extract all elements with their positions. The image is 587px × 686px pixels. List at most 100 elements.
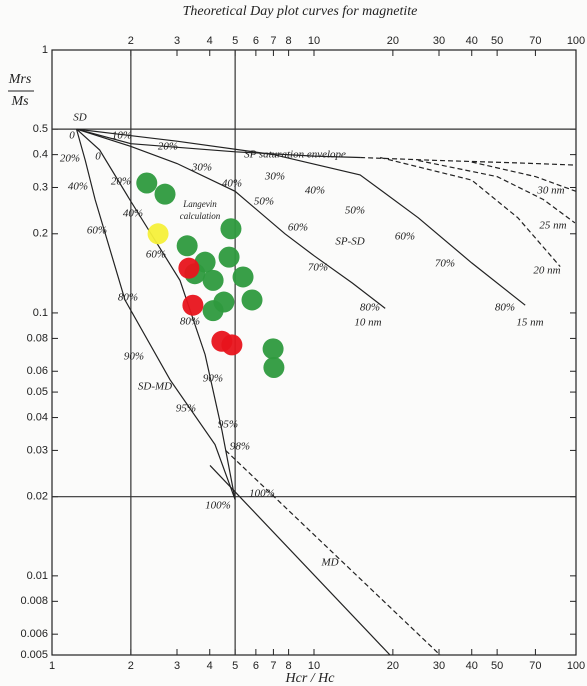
annotation: SD-MD — [138, 381, 172, 393]
theory-curve — [76, 128, 236, 500]
data-point — [182, 294, 204, 316]
x-tick-label: 100 — [567, 660, 585, 672]
curve-label: 25 nm — [539, 220, 566, 232]
annotation: 80% — [360, 302, 380, 314]
theory-curve — [75, 128, 236, 500]
data-point — [241, 289, 263, 311]
annotation: 40% — [123, 208, 143, 220]
annotation: 98% — [230, 441, 250, 453]
chart-title: Theoretical Day plot curves for magnetit… — [183, 4, 418, 19]
annotation: 90% — [203, 373, 223, 385]
y-tick-label: 0.4 — [33, 149, 48, 161]
data-point — [176, 235, 198, 257]
x-tick-label: 7 — [270, 660, 276, 672]
theory-curve — [76, 128, 526, 306]
x-tick-label: 5 — [232, 660, 238, 672]
x-tick-label-top: 5 — [232, 35, 238, 47]
y-tick-label: 0.5 — [33, 123, 48, 135]
annotation: 80% — [180, 316, 200, 328]
x-tick-label-top: 10 — [308, 35, 320, 47]
y-tick-label: 0.008 — [20, 595, 48, 607]
curve-label: 20 nm — [533, 265, 560, 277]
y-tick-label: 0.04 — [27, 411, 48, 423]
y-tick-label: 0.03 — [27, 444, 48, 456]
x-tick-label-top: 30 — [433, 35, 445, 47]
annotation: 20% — [111, 176, 131, 188]
curve-label: 30 nm — [536, 185, 564, 197]
y-label-bottom: Ms — [10, 94, 29, 109]
data-point — [202, 300, 224, 322]
annotation: 40% — [68, 181, 88, 193]
x-tick-label-top: 100 — [567, 35, 585, 47]
y-tick-label: 0.05 — [27, 386, 48, 398]
annotation: 20% — [60, 153, 80, 165]
x-tick-label: 50 — [491, 660, 503, 672]
x-tick-label: 10 — [308, 660, 320, 672]
annotation: SP-SD — [335, 236, 364, 248]
x-tick-label: 1 — [49, 660, 55, 672]
x-tick-label: 70 — [529, 660, 541, 672]
theory-curve — [76, 128, 361, 159]
annotation: SD — [73, 112, 87, 124]
x-tick-label: 2 — [128, 660, 134, 672]
y-tick-label: 0.08 — [27, 332, 48, 344]
data-point — [147, 223, 169, 245]
curve-label: MD — [320, 557, 338, 569]
data-point — [220, 218, 242, 240]
y-tick-label: 0.1 — [33, 307, 48, 319]
data-point — [232, 266, 254, 288]
theory-curve — [209, 464, 391, 656]
annotation: 90% — [124, 351, 144, 363]
x-tick-label-top: 6 — [253, 35, 259, 47]
annotation: 80% — [495, 302, 515, 314]
theory-curve — [418, 159, 576, 224]
annotation: 50% — [254, 196, 274, 208]
x-tick-label: 8 — [286, 660, 292, 672]
y-tick-label: 0.06 — [27, 365, 48, 377]
y-tick-label: 0.005 — [20, 649, 48, 661]
x-tick-label-top: 50 — [491, 35, 503, 47]
annotation: 0 — [95, 151, 101, 163]
annotation: 30% — [191, 162, 212, 174]
x-tick-label-top: 20 — [387, 35, 399, 47]
annotation: 70% — [308, 262, 328, 274]
x-label: Hcr / Hc — [285, 671, 336, 686]
x-tick-label: 4 — [207, 660, 213, 672]
annotation: Langevin — [182, 199, 217, 209]
x-tick-label-top: 4 — [207, 35, 213, 47]
theory-curve — [360, 156, 577, 166]
annotation: calculation — [180, 211, 221, 221]
annotation: 10% — [112, 130, 132, 142]
annotation: 30% — [264, 171, 285, 183]
annotation: 40% — [222, 178, 242, 190]
y-tick-label: 0.3 — [33, 181, 48, 193]
data-point — [263, 357, 285, 379]
annotation: 95% — [176, 403, 196, 415]
x-tick-label: 30 — [433, 660, 445, 672]
data-point — [178, 257, 200, 279]
x-tick-label-top: 7 — [270, 35, 276, 47]
x-tick-label: 3 — [174, 660, 180, 672]
x-tick-label-top: 8 — [286, 35, 292, 47]
data-point — [202, 269, 224, 291]
annotation: 0 — [69, 130, 75, 142]
y-tick-label: 1 — [42, 44, 48, 56]
theory-curve — [76, 128, 386, 309]
y-tick-label: 0.02 — [27, 491, 48, 503]
theory-curve — [471, 161, 577, 192]
annotation: 95% — [218, 419, 238, 431]
x-tick-label: 20 — [387, 660, 399, 672]
annotation: 20% — [158, 141, 178, 153]
curve-label: 15 nm — [516, 317, 543, 329]
data-point — [262, 338, 284, 360]
annotation: 80% — [118, 292, 138, 304]
x-tick-label-top: 70 — [529, 35, 541, 47]
data-point — [154, 183, 176, 205]
data-point — [218, 246, 240, 268]
y-label-top: Mrs — [8, 72, 32, 87]
annotation: 60% — [87, 225, 107, 237]
theory-curve — [225, 449, 441, 656]
y-tick-label: 0.006 — [20, 628, 48, 640]
